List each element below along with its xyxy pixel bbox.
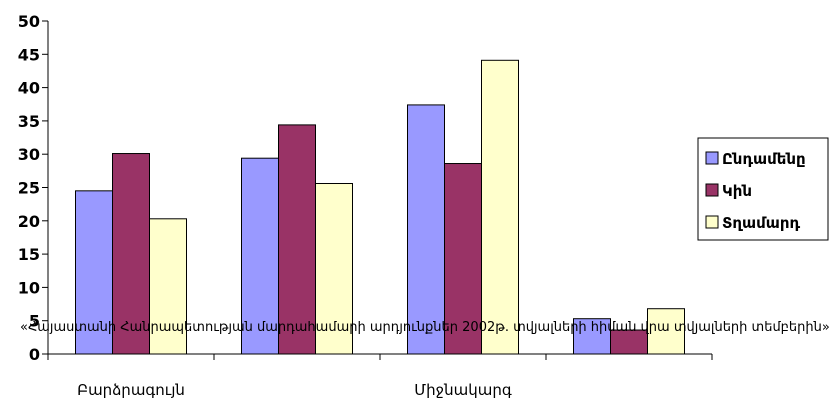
legend-swatch — [705, 183, 719, 197]
y-tick-label: 10 — [18, 278, 40, 297]
legend-swatch — [705, 215, 719, 229]
legend-label: Ընդամենը — [722, 150, 806, 168]
legend-frame — [697, 137, 829, 241]
bar — [75, 190, 113, 355]
y-tick-label: 0 — [29, 345, 40, 364]
y-ticks: 0 5 10 15 20 25 30 35 40 45 50 — [18, 12, 48, 364]
bar — [112, 153, 150, 355]
bar — [444, 163, 482, 355]
bar — [315, 183, 353, 355]
y-tick-label: 5 — [29, 312, 40, 331]
y-tick-label: 25 — [18, 179, 40, 198]
bar — [647, 308, 685, 355]
bar — [481, 59, 519, 355]
bar — [573, 318, 611, 355]
bar — [407, 104, 445, 355]
y-tick-label: 30 — [18, 145, 40, 164]
y-tick-label: 40 — [18, 79, 40, 98]
bar — [241, 157, 279, 355]
x-tick-label: Բարձրագույն — [77, 381, 185, 399]
y-tick-label: 15 — [18, 245, 40, 264]
y-tick-label: 20 — [18, 212, 40, 231]
y-tick-label: 45 — [18, 45, 40, 64]
bar — [149, 218, 187, 355]
legend-swatch — [705, 151, 719, 165]
bar — [278, 124, 316, 355]
y-tick-label: 50 — [18, 12, 40, 31]
overlay-caption: «Հայաստանի Հանրապետության մարդահամարի ար… — [20, 320, 830, 335]
bars — [75, 59, 685, 355]
legend-label: Կին — [722, 182, 752, 200]
y-tick-label: 35 — [18, 112, 40, 131]
legend: Ընդամենը Կին Տղամարդ — [697, 137, 829, 241]
x-tick-labels: Բարձրագույն Միջնակարգ — [47, 354, 713, 399]
x-tick-label: Միջնակարգ — [414, 381, 512, 399]
legend-label: Տղամարդ — [722, 214, 800, 232]
